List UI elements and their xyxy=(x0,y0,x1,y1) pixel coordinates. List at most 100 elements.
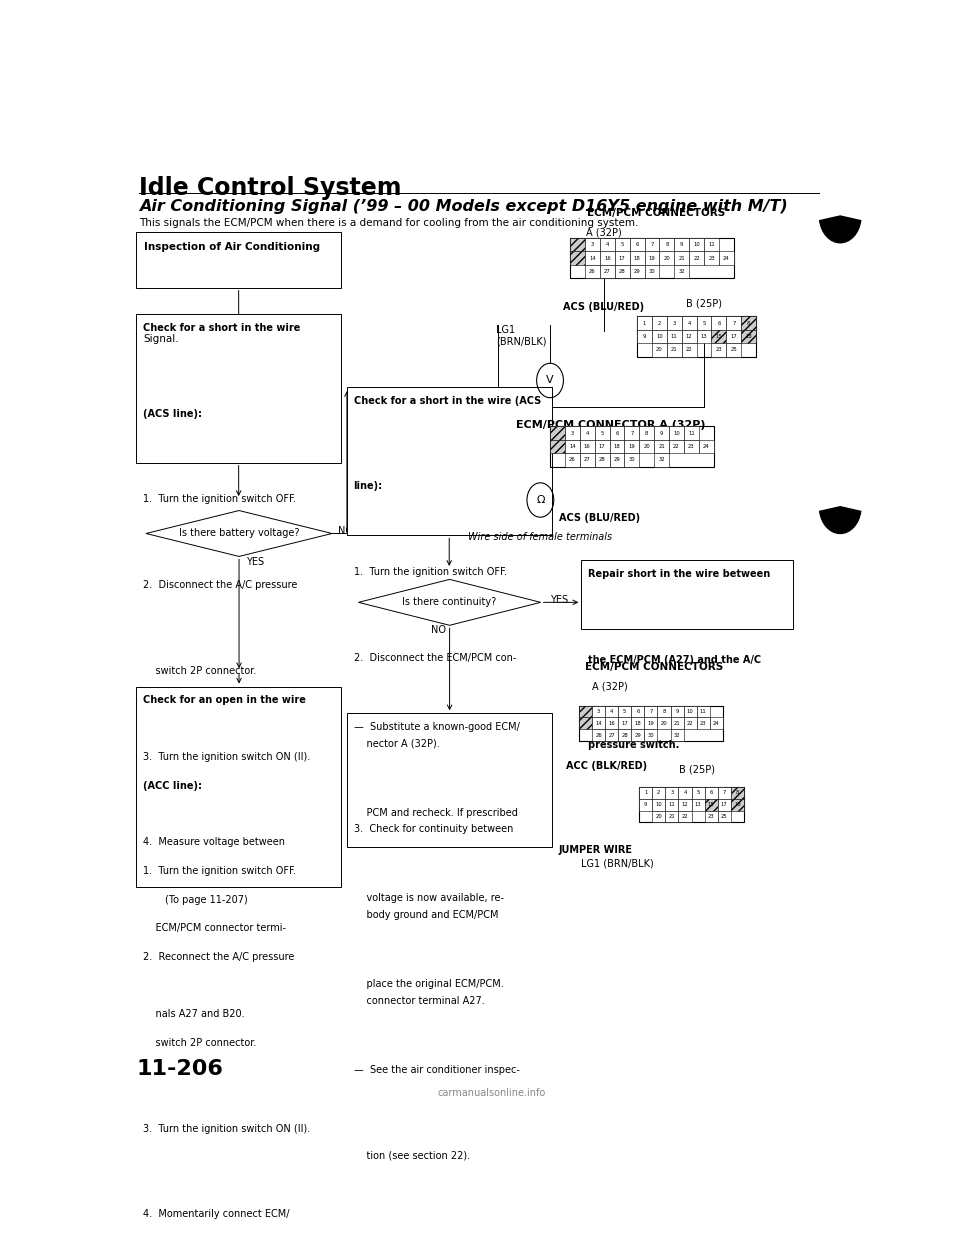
Bar xyxy=(605,729,618,741)
Bar xyxy=(727,343,741,356)
Text: 17: 17 xyxy=(621,720,628,725)
Bar xyxy=(674,251,689,265)
Text: 3: 3 xyxy=(590,242,594,247)
Text: 29: 29 xyxy=(635,733,641,738)
Bar xyxy=(670,718,684,729)
Text: 1.  Turn the ignition switch OFF.: 1. Turn the ignition switch OFF. xyxy=(143,494,296,504)
Text: ECM/PCM CONNECTOR A (32P): ECM/PCM CONNECTOR A (32P) xyxy=(516,420,706,430)
Bar xyxy=(691,799,705,811)
Bar xyxy=(639,787,744,822)
Text: 19: 19 xyxy=(629,443,636,448)
Text: 1.  Turn the ignition switch OFF.: 1. Turn the ignition switch OFF. xyxy=(353,568,507,578)
Bar xyxy=(667,343,682,356)
Text: 18: 18 xyxy=(634,256,640,261)
Text: 17: 17 xyxy=(721,802,728,807)
Bar xyxy=(691,787,705,799)
Text: 18: 18 xyxy=(613,443,620,448)
Text: 26: 26 xyxy=(595,733,602,738)
Text: 4: 4 xyxy=(687,320,691,325)
Bar xyxy=(704,251,719,265)
Text: 8: 8 xyxy=(735,790,739,795)
Bar xyxy=(665,787,679,799)
Bar xyxy=(550,440,564,453)
Text: 11-206: 11-206 xyxy=(136,1058,224,1078)
Bar xyxy=(674,265,689,278)
Text: 15: 15 xyxy=(715,334,722,339)
Text: 4.  Momentarily connect ECM/: 4. Momentarily connect ECM/ xyxy=(143,1210,290,1220)
Text: 3.  Check for continuity between: 3. Check for continuity between xyxy=(353,825,513,835)
Bar xyxy=(727,330,741,343)
Text: 22: 22 xyxy=(693,256,700,261)
Bar xyxy=(644,729,658,741)
Text: 32: 32 xyxy=(659,457,665,462)
Text: 22: 22 xyxy=(686,720,693,725)
Bar xyxy=(610,426,624,440)
Bar xyxy=(592,718,605,729)
Bar xyxy=(644,238,660,251)
Text: 14: 14 xyxy=(589,256,596,261)
Text: 7: 7 xyxy=(630,431,634,436)
Text: 15: 15 xyxy=(708,802,714,807)
Text: 3: 3 xyxy=(597,709,600,714)
Bar xyxy=(639,426,654,440)
Text: A (32P): A (32P) xyxy=(591,682,628,692)
Text: NO: NO xyxy=(431,625,446,636)
Bar xyxy=(585,238,600,251)
Bar xyxy=(652,811,665,822)
Text: switch 2P connector.: switch 2P connector. xyxy=(143,1038,256,1048)
Text: 11: 11 xyxy=(668,802,675,807)
Text: 14: 14 xyxy=(595,720,602,725)
Text: 23: 23 xyxy=(708,814,714,818)
Bar xyxy=(665,811,679,822)
FancyBboxPatch shape xyxy=(136,314,341,463)
Bar xyxy=(570,238,733,278)
Bar xyxy=(652,343,667,356)
Text: 22: 22 xyxy=(682,814,688,818)
Bar xyxy=(592,705,605,718)
Bar xyxy=(731,799,744,811)
Bar xyxy=(684,718,697,729)
Text: 3.  Turn the ignition switch ON (II).: 3. Turn the ignition switch ON (II). xyxy=(143,751,310,761)
Wedge shape xyxy=(820,216,861,242)
Text: 27: 27 xyxy=(584,457,590,462)
Bar xyxy=(618,729,632,741)
Text: 9: 9 xyxy=(660,431,663,436)
Bar xyxy=(697,317,711,330)
Text: 9: 9 xyxy=(680,242,684,247)
Bar xyxy=(697,705,709,718)
Bar xyxy=(652,330,667,343)
Bar xyxy=(667,330,682,343)
Text: line):: line): xyxy=(353,482,383,492)
Bar xyxy=(580,453,594,467)
Bar xyxy=(711,317,727,330)
Bar xyxy=(637,317,652,330)
Text: 28: 28 xyxy=(599,457,606,462)
Bar xyxy=(614,238,630,251)
Bar xyxy=(564,440,580,453)
Bar xyxy=(600,238,614,251)
Text: 26: 26 xyxy=(569,457,576,462)
Bar xyxy=(550,426,713,467)
Text: 19: 19 xyxy=(648,720,655,725)
Bar xyxy=(704,238,719,251)
Bar xyxy=(644,718,658,729)
Bar xyxy=(741,317,756,330)
Text: 9: 9 xyxy=(643,334,646,339)
Text: 11: 11 xyxy=(671,334,678,339)
FancyBboxPatch shape xyxy=(581,560,793,630)
Text: 18: 18 xyxy=(734,802,741,807)
Text: 22: 22 xyxy=(685,348,692,353)
Bar xyxy=(731,787,744,799)
Text: B (25P): B (25P) xyxy=(679,765,714,775)
Text: 25: 25 xyxy=(721,814,728,818)
Bar xyxy=(637,330,652,343)
Text: Is there continuity?: Is there continuity? xyxy=(402,597,496,607)
Text: switch 2P connector.: switch 2P connector. xyxy=(143,666,256,676)
Text: (ACS line):: (ACS line): xyxy=(143,409,202,419)
Bar xyxy=(632,729,644,741)
Text: YES: YES xyxy=(247,558,265,568)
Text: 21: 21 xyxy=(674,720,681,725)
Text: 7: 7 xyxy=(732,320,735,325)
Bar xyxy=(618,705,632,718)
Text: 6: 6 xyxy=(717,320,721,325)
